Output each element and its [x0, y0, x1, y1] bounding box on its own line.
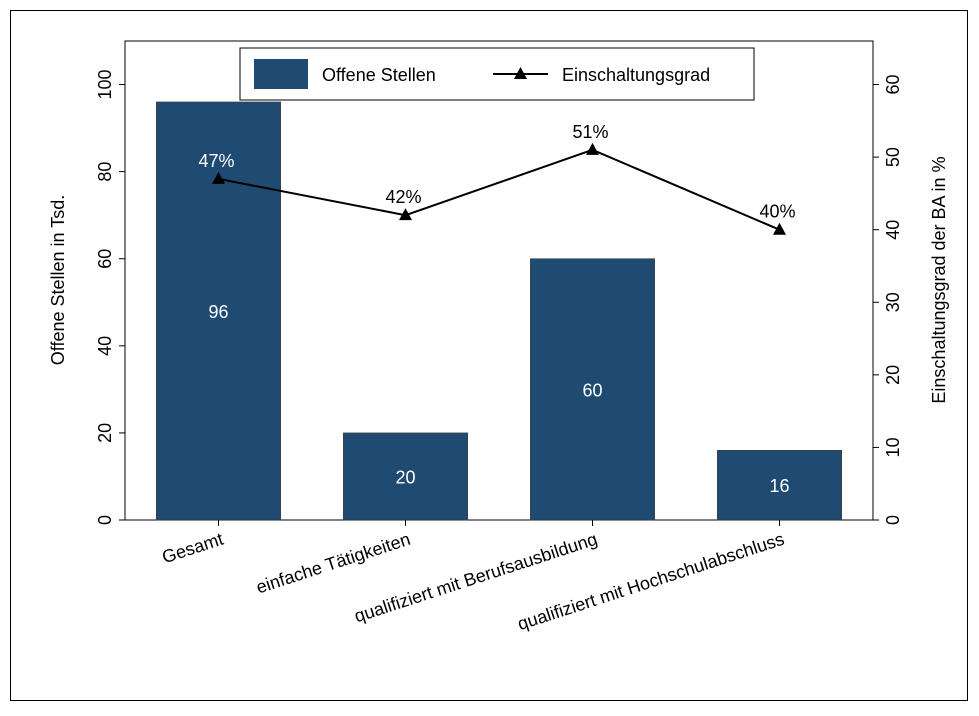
- right-tick-label-20: 20: [883, 365, 903, 385]
- left-tick-label-80: 80: [95, 162, 115, 182]
- left-tick-label-0: 0: [95, 515, 115, 525]
- line-layer: 47% 42% 51% 40%: [198, 122, 796, 235]
- bar-value-label-1: 96: [208, 302, 228, 322]
- right-tick-label-10: 10: [883, 437, 903, 457]
- right-tick-label-50: 50: [883, 147, 903, 167]
- bar-1: [156, 101, 281, 521]
- plot-frame: [124, 40, 874, 521]
- line-value-label-1: 47%: [198, 151, 234, 171]
- line-point-1: [212, 171, 225, 184]
- line-point-3: [586, 142, 599, 155]
- line-point-2: [399, 208, 412, 221]
- legend-swatch-bars: [254, 59, 308, 89]
- outer-border: [10, 10, 968, 701]
- bar-4: [717, 450, 842, 521]
- bar-label-layer: 96 20 60 16: [208, 302, 789, 496]
- right-axis: 0 10 20 30 40 50 60: [873, 75, 903, 525]
- legend-label-line: Einschaltungsgrad: [562, 65, 710, 85]
- right-tick-label-30: 30: [883, 292, 903, 312]
- bar-3: [530, 258, 655, 521]
- legend: Offene Stellen Einschaltungsgrad: [239, 47, 755, 101]
- bar-value-label-4: 16: [769, 476, 789, 496]
- legend-label-bars: Offene Stellen: [322, 65, 436, 85]
- bar-value-label-3: 60: [582, 380, 602, 400]
- line-value-label-4: 40%: [759, 202, 795, 222]
- right-tick-label-40: 40: [883, 220, 903, 240]
- legend-triangle-marker: [514, 67, 527, 79]
- einschaltungsgrad-line: [218, 148, 780, 231]
- line-value-label-3: 51%: [572, 122, 608, 142]
- right-tick-label-60: 60: [883, 75, 903, 95]
- bar-value-label-2: 20: [395, 467, 415, 487]
- line-point-4: [773, 222, 786, 235]
- left-tick-label-60: 60: [95, 249, 115, 269]
- right-axis-title: Einschaltungsgrad der BA in %: [929, 156, 949, 403]
- bar-2: [343, 432, 468, 521]
- left-axis: 0 20 40 60 80 100: [95, 70, 125, 525]
- left-tick-label-100: 100: [95, 70, 115, 100]
- right-tick-label-0: 0: [883, 515, 903, 525]
- bar-layer: [156, 101, 842, 521]
- left-tick-label-20: 20: [95, 423, 115, 443]
- left-tick-label-40: 40: [95, 336, 115, 356]
- left-axis-title: Offene Stellen in Tsd.: [48, 195, 68, 365]
- line-value-label-2: 42%: [385, 187, 421, 207]
